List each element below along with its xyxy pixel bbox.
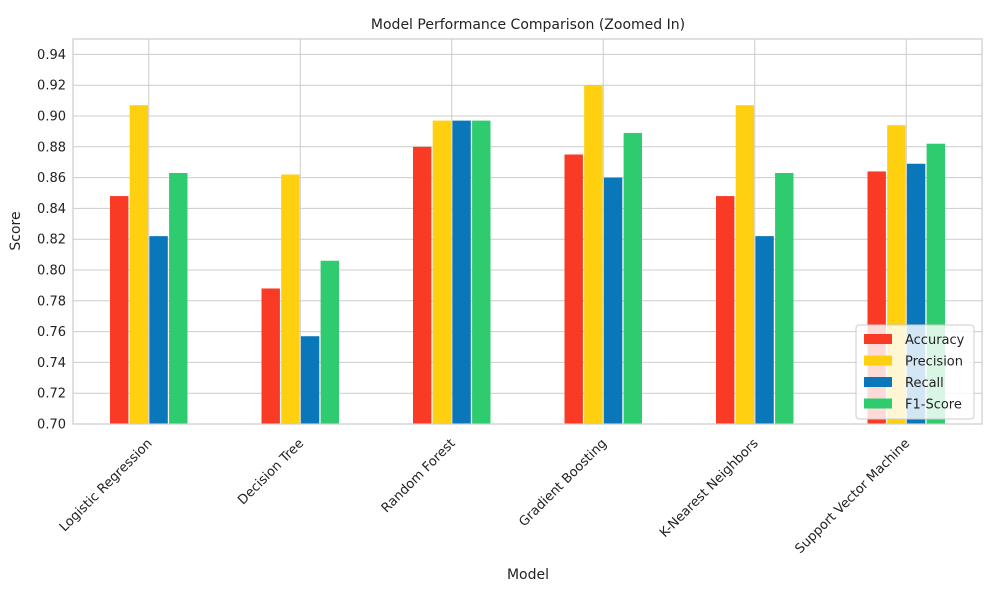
x-tick-label: Support Vector Machine: [793, 436, 914, 557]
bar-f1-score: [623, 132, 642, 424]
y-tick-label: 0.90: [37, 110, 66, 125]
bar-accuracy: [564, 154, 583, 424]
bar-precision: [432, 120, 452, 425]
bar-precision: [281, 174, 300, 424]
plot-frame: [72, 38, 983, 425]
legend-swatch: [864, 334, 892, 344]
y-tick-label: 0.92: [37, 79, 66, 94]
x-tick-label: Random Forest: [379, 436, 459, 516]
y-tick-labels: 0.70 0.72 0.74 0.76 0.78 0.80 0.82 0.84 0.86 0.88…: [37, 48, 66, 433]
y-axis-label: Score: [8, 211, 24, 250]
bar-f1-score: [775, 172, 794, 424]
bar-accuracy: [110, 196, 129, 424]
y-tick-label: 0.86: [37, 171, 66, 186]
bar-recall: [300, 336, 320, 424]
legend-swatch: [864, 355, 892, 366]
x-tick-label: Gradient Boosting: [516, 436, 610, 530]
legend-box: [855, 324, 975, 420]
y-tick-label: 0.94: [37, 48, 66, 63]
legend-label: Recall: [905, 376, 944, 391]
y-tick-label: 0.80: [37, 264, 66, 279]
bar-recall: [755, 236, 774, 424]
bar-f1-score: [472, 120, 491, 425]
x-tick-label: Decision Tree: [235, 436, 307, 508]
legend-swatch: [864, 377, 892, 387]
bar-precision: [735, 105, 755, 424]
bar-recall: [452, 120, 471, 425]
legend-label: Precision: [905, 355, 963, 370]
y-tick-label: 0.82: [37, 233, 66, 248]
x-tick-labels: Logistic Regression Decision Tree Random F…: [57, 436, 913, 557]
gridlines: [73, 39, 982, 425]
y-tick-label: 0.78: [37, 294, 66, 309]
x-axis-label: Model: [507, 567, 549, 583]
legend: Accuracy Precision Recall F1-Score: [855, 324, 975, 420]
y-tick-label: 0.88: [37, 140, 66, 155]
bar-recall: [149, 236, 168, 424]
x-tick-label: Logistic Regression: [57, 436, 156, 535]
y-tick-label: 0.70: [37, 418, 66, 433]
x-tick-label: K-Nearest Neighbors: [657, 436, 762, 541]
legend-label: F1-Score: [905, 398, 962, 413]
legend-label: Accuracy: [905, 333, 965, 348]
bars: [110, 85, 945, 425]
y-tick-label: 0.72: [37, 387, 66, 402]
bar-accuracy: [716, 196, 735, 424]
bar-f1-score: [320, 260, 339, 424]
y-tick-label: 0.84: [37, 202, 66, 217]
bar-precision: [584, 85, 603, 424]
bar-accuracy: [413, 146, 432, 425]
y-tick-label: 0.76: [37, 325, 66, 340]
bar-f1-score: [169, 172, 188, 424]
bar-recall: [603, 177, 623, 424]
chart-title: Model Performance Comparison (Zoomed In): [371, 17, 685, 33]
bar-accuracy: [261, 288, 280, 424]
y-tick-label: 0.74: [37, 356, 66, 371]
legend-swatch: [864, 398, 892, 409]
bar-precision: [129, 105, 149, 424]
